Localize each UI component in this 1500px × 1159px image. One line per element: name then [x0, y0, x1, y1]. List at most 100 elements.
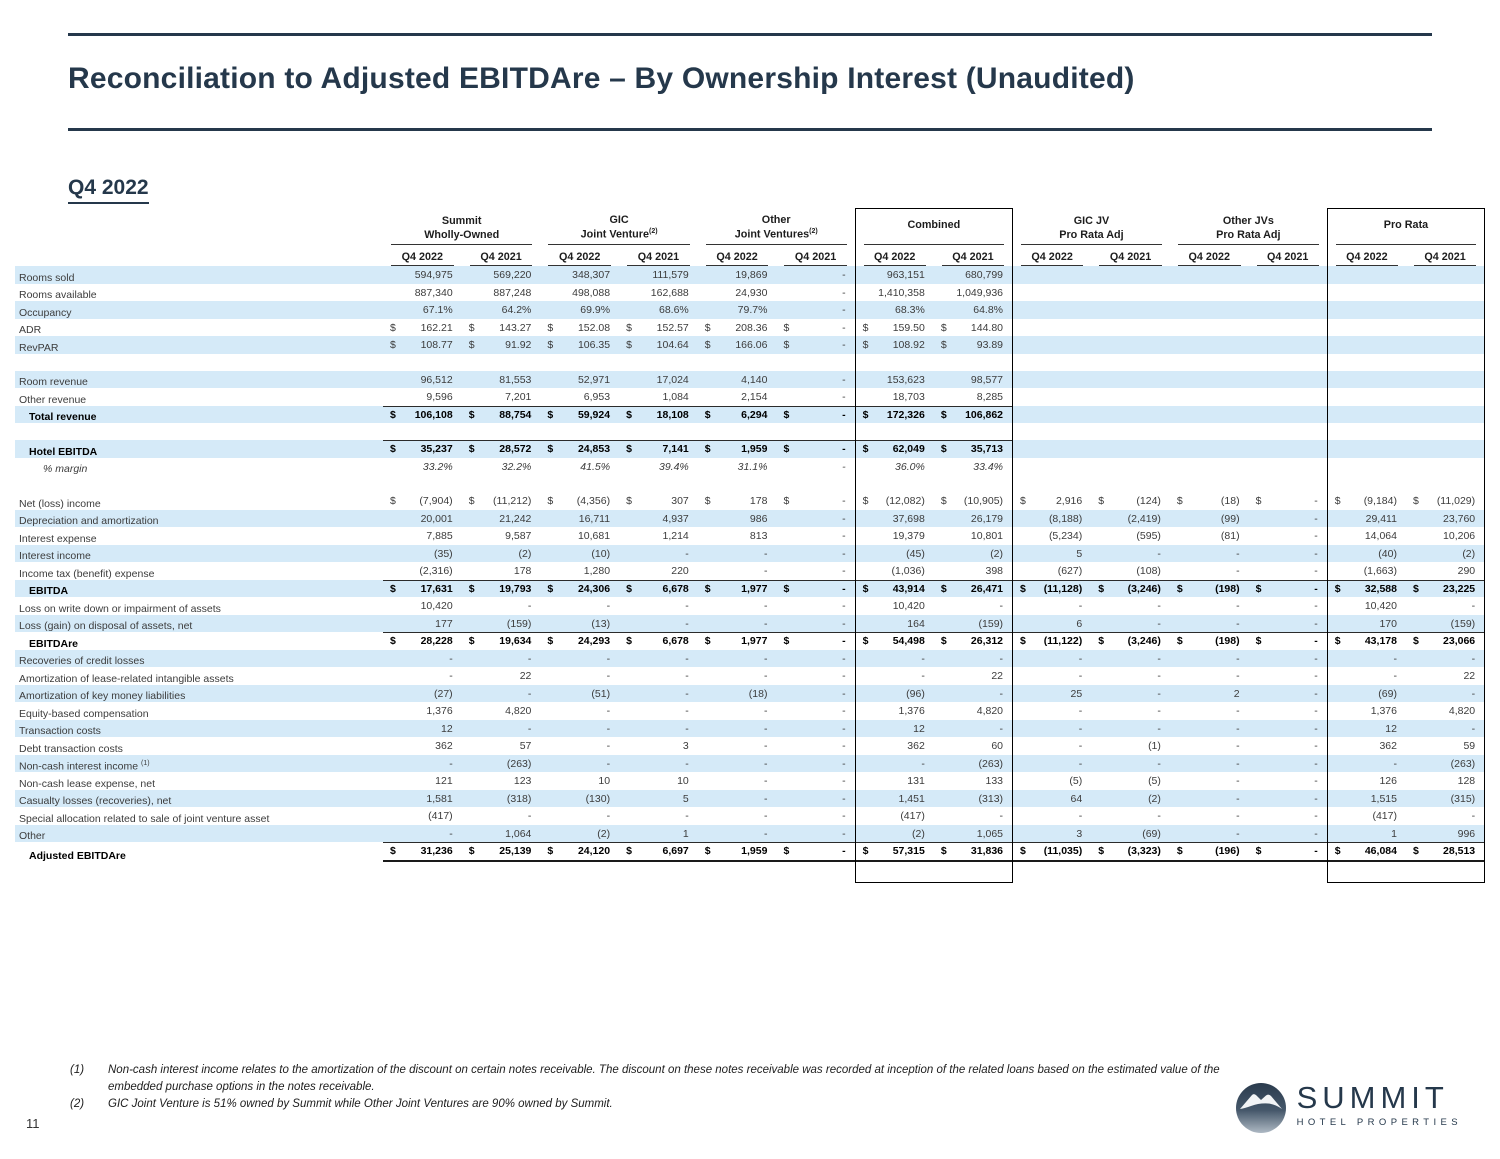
- value-cell: $ (11,212): [468, 495, 532, 507]
- value-cell: $ -: [776, 842, 855, 862]
- value-cell: -: [1169, 614, 1249, 632]
- dollar-sign: $: [468, 321, 475, 334]
- value-cell: -: [1157, 600, 1161, 612]
- value-cell: 64.8%: [933, 301, 1014, 319]
- value-cell: -: [1169, 544, 1249, 562]
- group-header: GIC JV Pro Rata Adj: [1013, 209, 1170, 247]
- row-label: Depreciation and amortization: [15, 509, 383, 527]
- dollar-sign: $: [940, 443, 947, 455]
- row-label: Casualty losses (recoveries), net: [15, 789, 383, 807]
- value-cell: 4,820: [1405, 702, 1486, 720]
- dollar-sign: $: [862, 495, 869, 507]
- value-cell: $ (9,184): [1326, 492, 1406, 510]
- value-cell: (10): [540, 544, 620, 562]
- value-cell: [1326, 283, 1406, 301]
- dollar-sign: $: [862, 582, 869, 595]
- group-header: Summit Wholly-Owned: [383, 209, 540, 247]
- value-cell: 887,248: [493, 286, 532, 299]
- value-cell: -: [619, 684, 698, 702]
- value-cell: (45): [854, 544, 934, 562]
- value-cell: -: [1326, 754, 1406, 772]
- dollar-sign: $: [547, 408, 554, 421]
- period-header: Q4 2021: [933, 246, 1014, 266]
- value-cell: $108.77: [383, 336, 462, 354]
- value-cell: -: [776, 649, 856, 667]
- dollar-sign: $: [940, 635, 947, 647]
- value-cell: -: [763, 775, 768, 787]
- value-cell: $143.27: [468, 321, 532, 334]
- value-cell: [1013, 388, 1092, 406]
- value-cell: 33.4%: [933, 457, 1014, 475]
- value-cell: $28,572: [461, 440, 541, 458]
- value-cell: -: [1326, 667, 1406, 685]
- value-cell: -: [933, 719, 1014, 737]
- period-header: Q4 2022: [1326, 246, 1406, 266]
- value-cell: -: [842, 740, 846, 752]
- value-cell: $93.89: [933, 336, 1014, 354]
- value-cell: [1013, 458, 1092, 476]
- value-cell: 25: [1012, 684, 1092, 702]
- value-cell: $ (4,356): [547, 495, 611, 507]
- value-cell: $19,793: [461, 579, 541, 597]
- value-cell: $ -: [783, 495, 846, 507]
- recon-table: Summit Wholly-Owned GIC Joint Venture(2) Oth…: [15, 208, 1486, 883]
- value-cell: 10,420: [854, 597, 934, 615]
- value-cell: -: [606, 670, 611, 682]
- value-cell: 10,420: [420, 600, 453, 612]
- table-row: Loss (gain) on disposal of assets, net 17…: [15, 614, 1486, 632]
- dollar-sign: $: [704, 635, 711, 647]
- value-cell: (5): [1148, 775, 1161, 787]
- dollar-sign: $: [547, 443, 554, 455]
- value-cell: -: [1078, 740, 1083, 752]
- value-cell: -: [697, 719, 777, 737]
- value-cell: -: [933, 649, 1014, 667]
- value-cell: -: [697, 649, 777, 667]
- value-cell: $307: [626, 495, 689, 507]
- value-cell: 131: [854, 772, 934, 790]
- value-cell: 3: [1012, 824, 1092, 842]
- value-cell: -: [842, 391, 846, 403]
- value-cell: $35,237: [383, 440, 462, 458]
- value-cell: 41.5%: [580, 460, 611, 473]
- value-cell: -: [763, 740, 768, 752]
- value-cell: $ (198): [1169, 632, 1249, 650]
- value-cell: $24,120: [540, 842, 620, 862]
- period-header: Q4 2021: [619, 246, 698, 266]
- value-cell: 111,579: [619, 266, 698, 284]
- value-cell: -: [1248, 789, 1328, 807]
- row-label: Non-cash interest income (1): [15, 754, 383, 772]
- page-title: Reconciliation to Adjusted EBITDAre – By…: [68, 62, 1135, 95]
- value-cell: -: [1248, 509, 1328, 527]
- value-cell: 12: [854, 719, 934, 737]
- value-cell: [1326, 405, 1406, 423]
- row-label: EBITDA: [15, 579, 383, 597]
- value-cell: -: [933, 684, 1014, 702]
- value-cell: 16,711: [540, 509, 620, 527]
- dollar-sign: $: [704, 845, 711, 857]
- value-cell: $17,631: [383, 579, 462, 597]
- value-cell: 10: [598, 775, 611, 787]
- page-number: 11: [26, 1116, 40, 1131]
- value-cell: $ (18): [1176, 495, 1240, 507]
- value-cell: 52,971: [540, 370, 620, 388]
- value-cell: $ (11,029): [1405, 492, 1486, 510]
- value-cell: [1012, 370, 1092, 388]
- title-underline-rule: [68, 128, 1432, 131]
- value-cell: $23,225: [1405, 579, 1486, 597]
- value-cell: (13): [540, 614, 620, 632]
- value-cell: 10,420: [1326, 597, 1406, 615]
- value-cell: 22: [1405, 667, 1486, 685]
- value-cell: 29,411: [1326, 509, 1406, 527]
- dollar-sign: $: [468, 635, 475, 647]
- value-cell: 170: [1326, 614, 1406, 632]
- row-label: Room revenue: [15, 370, 383, 388]
- dollar-sign: $: [1176, 635, 1183, 647]
- value-cell: -: [1169, 719, 1249, 737]
- row-label: Loss (gain) on disposal of assets, net: [15, 614, 383, 632]
- row-label: Non-cash lease expense, net: [19, 777, 156, 790]
- dollar-sign: $: [390, 443, 396, 455]
- value-cell: $28,513: [1405, 842, 1486, 862]
- value-cell: -: [1236, 740, 1240, 752]
- value-cell: $2,916: [1020, 495, 1083, 507]
- value-cell: -: [449, 670, 453, 682]
